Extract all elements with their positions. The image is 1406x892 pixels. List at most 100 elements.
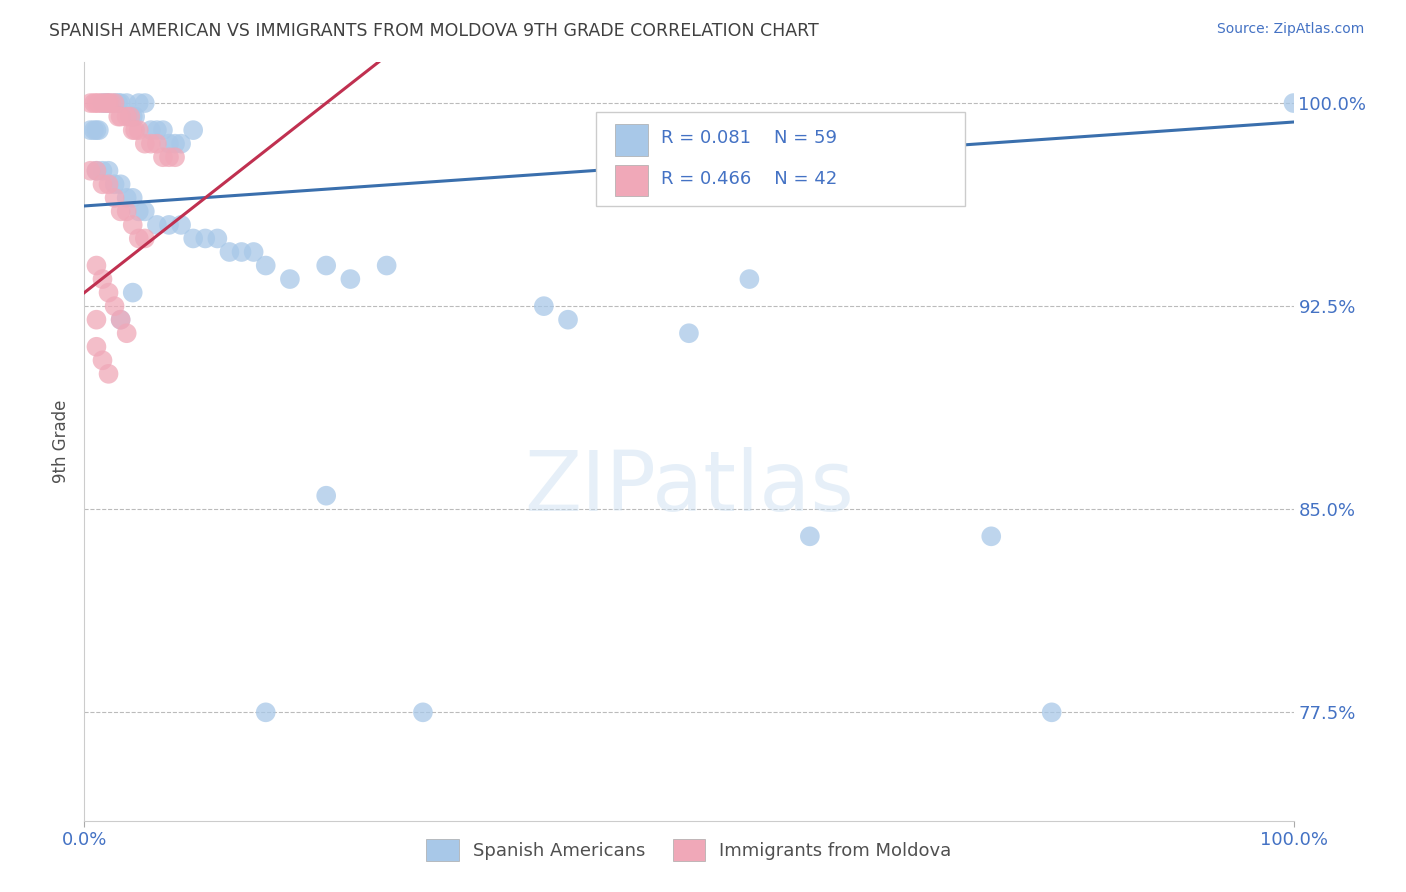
Point (97, 163, 120, 178)
Point (94, 96, 117, 111)
Point (124, 123, 146, 137)
Point (165, 150, 187, 164)
Point (86, 163, 108, 178)
Point (86, 123, 108, 137)
Point (152, 123, 174, 137)
Point (157, 218, 180, 232)
Point (110, 312, 132, 326)
Point (86, 340, 108, 354)
Point (104, 178, 127, 192)
Point (980, 529, 1002, 543)
Point (91, 353, 114, 368)
Point (128, 204, 150, 219)
Text: ZIPatlas: ZIPatlas (524, 447, 853, 527)
Text: R = 0.466    N = 42: R = 0.466 N = 42 (661, 170, 838, 188)
Point (134, 96, 156, 111)
Point (181, 231, 204, 245)
Point (87, 96, 110, 111)
Point (124, 110, 146, 124)
Point (87, 123, 110, 137)
Point (107, 110, 129, 124)
Point (121, 285, 143, 300)
Point (91, 178, 114, 192)
Point (104, 96, 127, 111)
Point (97, 178, 120, 192)
Point (121, 123, 143, 137)
Point (146, 218, 169, 232)
Point (799, 529, 821, 543)
Point (231, 244, 253, 259)
Point (170, 136, 193, 151)
Point (115, 110, 138, 124)
Point (110, 312, 132, 326)
Point (120, 110, 142, 124)
Point (86, 312, 108, 326)
Point (128, 231, 150, 245)
Point (86, 96, 108, 111)
Point (139, 136, 162, 151)
Y-axis label: 9th Grade: 9th Grade (52, 400, 70, 483)
Point (97, 96, 120, 111)
Point (557, 312, 579, 326)
Point (134, 231, 156, 245)
Point (1282, 96, 1305, 111)
Point (104, 191, 127, 205)
Point (533, 299, 555, 313)
Point (83, 96, 105, 111)
Point (83, 123, 105, 137)
Point (207, 231, 229, 245)
Point (242, 244, 264, 259)
Point (121, 110, 143, 124)
Point (128, 123, 150, 137)
FancyBboxPatch shape (616, 165, 648, 196)
Point (146, 136, 169, 151)
Point (139, 123, 162, 137)
Point (115, 204, 138, 219)
Point (254, 259, 277, 273)
Point (91, 163, 114, 178)
Point (100, 96, 122, 111)
Point (315, 259, 337, 273)
Point (104, 299, 127, 313)
Point (121, 218, 143, 232)
Point (678, 326, 700, 341)
Text: Source: ZipAtlas.com: Source: ZipAtlas.com (1216, 22, 1364, 37)
Text: SPANISH AMERICAN VS IMMIGRANTS FROM MOLDOVA 9TH GRADE CORRELATION CHART: SPANISH AMERICAN VS IMMIGRANTS FROM MOLD… (49, 22, 818, 40)
Point (128, 96, 150, 111)
Point (110, 204, 132, 219)
Point (86, 163, 108, 178)
Point (94, 96, 117, 111)
Point (110, 110, 132, 124)
Point (91, 96, 114, 111)
Point (104, 96, 127, 111)
Point (79, 123, 101, 137)
Point (181, 123, 204, 137)
Point (152, 150, 174, 164)
Point (134, 204, 156, 219)
Point (97, 96, 120, 111)
Point (157, 150, 180, 164)
Point (194, 231, 217, 245)
Point (79, 163, 101, 178)
Point (97, 285, 120, 300)
Point (375, 259, 398, 273)
Point (157, 136, 180, 151)
FancyBboxPatch shape (616, 124, 648, 155)
Point (165, 136, 187, 151)
Point (315, 489, 337, 503)
Legend: Spanish Americans, Immigrants from Moldova: Spanish Americans, Immigrants from Moldo… (419, 832, 959, 869)
Point (91, 272, 114, 286)
Point (107, 96, 129, 111)
Point (412, 706, 434, 720)
Point (86, 259, 108, 273)
Point (79, 96, 101, 111)
Point (1040, 706, 1063, 720)
Point (97, 367, 120, 381)
Point (110, 96, 132, 111)
Point (120, 110, 142, 124)
FancyBboxPatch shape (596, 112, 965, 207)
Point (738, 272, 761, 286)
Point (115, 96, 138, 111)
Point (115, 191, 138, 205)
Point (134, 136, 156, 151)
